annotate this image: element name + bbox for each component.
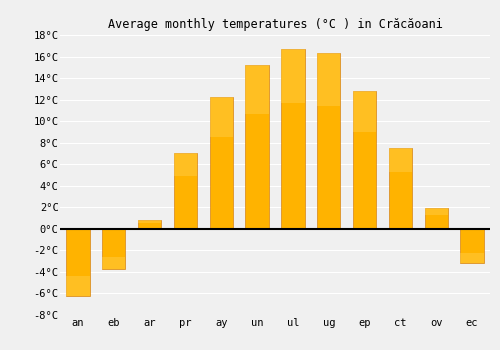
Bar [102,257,126,269]
Bar [460,229,483,263]
Bar [353,91,376,132]
Bar [210,97,233,229]
Bar [174,153,197,176]
Bar [282,49,304,103]
Bar [353,91,376,229]
Bar [174,153,197,229]
Bar [389,148,412,229]
Title: Average monthly temperatures (°C ) in Crăcăoani: Average monthly temperatures (°C ) in Cr… [108,18,442,31]
Bar [424,208,448,215]
Bar [102,229,126,269]
Bar [66,275,90,296]
Bar [138,220,161,223]
Bar [460,253,483,263]
Bar [282,49,304,229]
Bar [424,208,448,229]
Bar [246,65,268,114]
Bar [138,220,161,229]
Bar [246,65,268,229]
Bar [317,53,340,106]
Bar [66,229,90,296]
Bar [389,148,412,172]
Bar [210,97,233,137]
Bar [317,53,340,229]
